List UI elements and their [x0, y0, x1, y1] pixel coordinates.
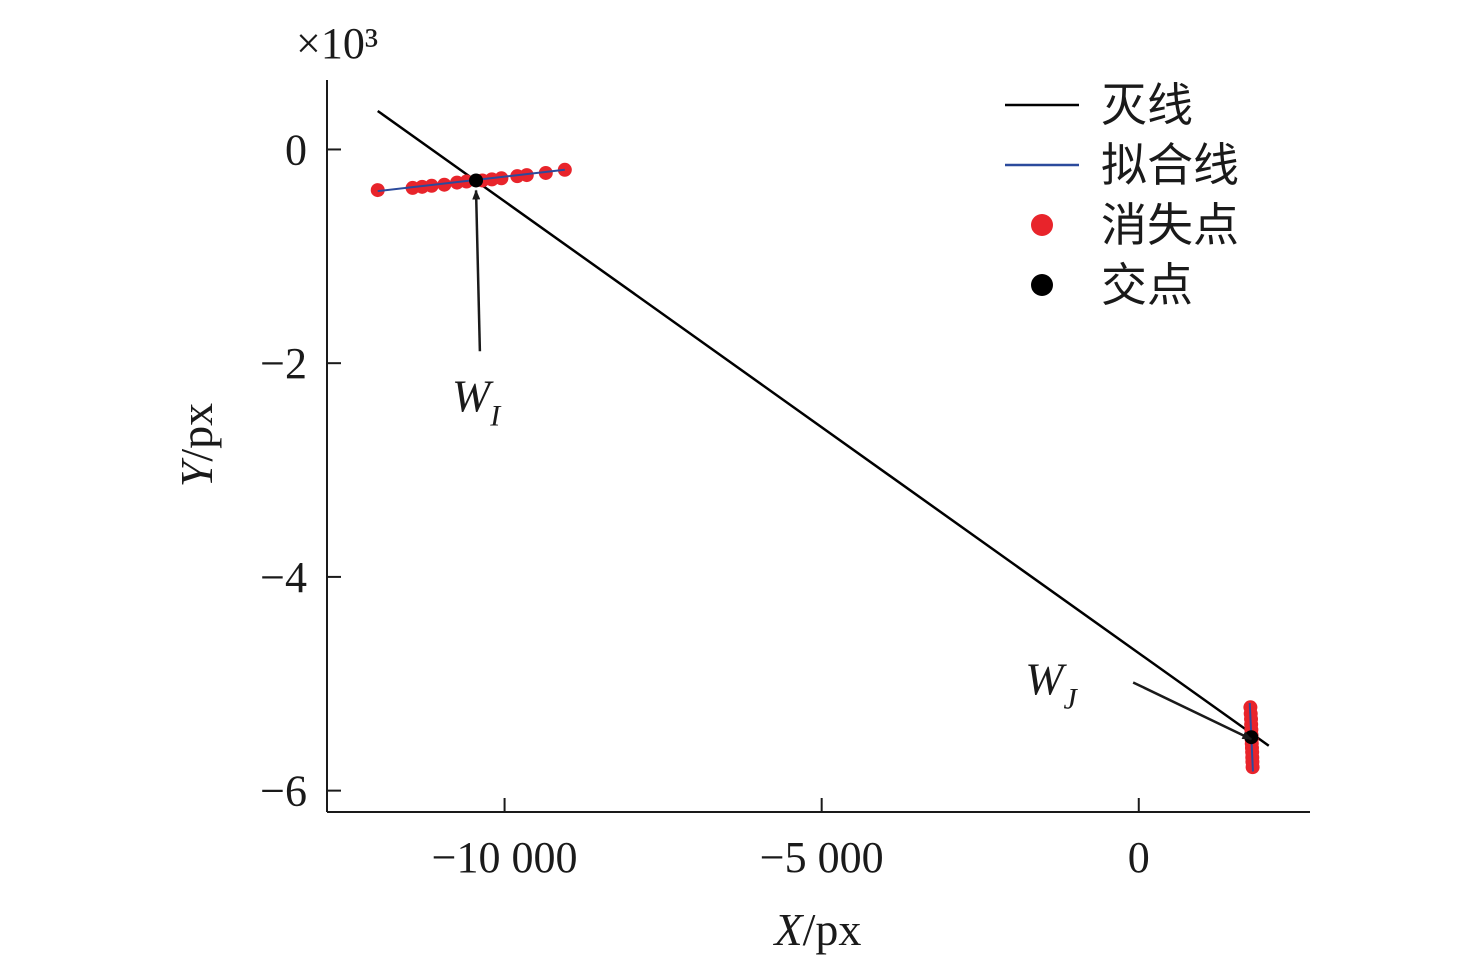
y-tick-label: −4 [260, 553, 307, 602]
legend-swatch-marker [1031, 214, 1053, 236]
vanishing-point-marker [437, 177, 452, 192]
vanishing-point-marker [370, 183, 385, 198]
vanishing-point-marker [538, 165, 553, 180]
annotation-label-main: W [452, 370, 494, 421]
legend-label: 拟合线 [1101, 140, 1239, 191]
x-tick-label: −5 000 [760, 833, 884, 882]
y-tick-label: −2 [260, 339, 307, 388]
annotation-arrow [1132, 681, 1253, 741]
annotation-label: WJ [1025, 653, 1078, 715]
y-axis-label: Y/px [171, 403, 222, 487]
annotation-label-subscript: J [1063, 682, 1078, 715]
x-tick-label: 0 [1128, 833, 1150, 882]
legend-label: 消失点 [1101, 200, 1239, 251]
series-line-vanishing-line [377, 109, 1270, 747]
x-axis-label: X/px [773, 904, 862, 955]
y-tick-label: −6 [260, 767, 307, 816]
annotation-label: WI [452, 370, 502, 432]
y-tick-label: 0 [285, 125, 307, 174]
legend-swatch-marker [1031, 274, 1053, 296]
y-multiplier-label: ×10³ [296, 19, 378, 68]
legend-label: 交点 [1101, 260, 1193, 311]
annotation-arrow [472, 189, 482, 352]
annotation-label-main: W [1025, 653, 1067, 704]
intersection-point-marker [469, 173, 484, 188]
x-tick-label: −10 000 [432, 833, 578, 882]
legend-label: 灭线 [1101, 80, 1193, 131]
axes: −10 000 −5 000 0 0 −2 −4 −6 ×10³ X/px Y/px [171, 19, 1310, 955]
vanishing-point-marker [494, 171, 509, 186]
annotation-label-subscript: I [489, 399, 502, 432]
